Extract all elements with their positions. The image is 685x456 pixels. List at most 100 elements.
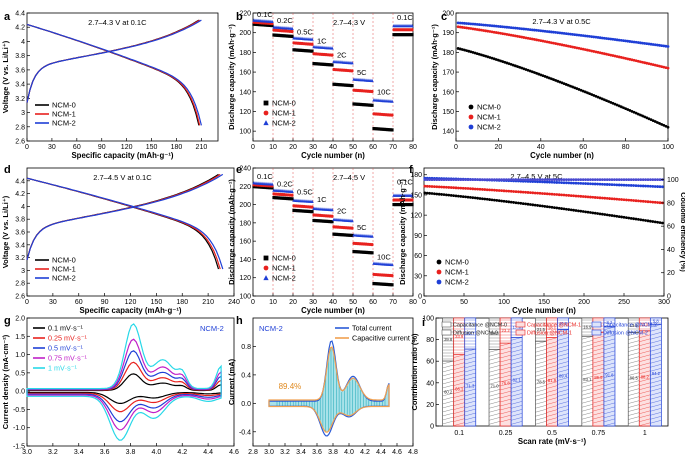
data-point <box>548 180 551 184</box>
data-point <box>593 182 597 186</box>
data-point <box>613 183 616 187</box>
bar-hatch <box>488 401 501 405</box>
data-point <box>288 34 292 38</box>
bar-hatch <box>603 338 616 343</box>
data-point <box>503 32 507 36</box>
bar-hatch <box>603 406 616 411</box>
bar-hatch <box>592 339 604 344</box>
data-point <box>598 182 602 186</box>
y-tick-label: 140 <box>442 129 454 136</box>
bar-hatch <box>535 413 547 417</box>
data-point <box>615 214 619 218</box>
data-point <box>662 65 666 69</box>
bar-hatch <box>581 400 593 404</box>
data-point <box>454 178 458 182</box>
x-tick-label: 3.2 <box>280 449 290 456</box>
data-point <box>656 185 659 188</box>
data-point <box>336 232 340 237</box>
bar-hatch <box>464 416 476 421</box>
data-point <box>579 181 583 185</box>
data-point <box>406 202 410 207</box>
data-point <box>661 185 664 189</box>
data-point <box>572 194 575 198</box>
legend-label: 0.1 mV·s⁻¹ <box>48 324 84 333</box>
data-point <box>507 62 511 66</box>
data-point <box>539 29 543 33</box>
data-point <box>459 178 463 182</box>
data-point <box>520 27 524 31</box>
bar-hatch <box>500 398 512 403</box>
data-point <box>350 218 354 223</box>
bar-hatch <box>535 349 547 353</box>
data-point <box>512 201 515 204</box>
bar-hatch <box>628 368 640 372</box>
data-point <box>590 49 594 53</box>
bar-hatch <box>442 388 454 393</box>
data-point <box>586 182 590 186</box>
data-point <box>486 29 490 33</box>
bar-hatch <box>453 354 465 358</box>
x-tick-label: 60 <box>75 299 83 306</box>
data-point <box>330 220 334 224</box>
data-point <box>514 190 518 194</box>
data-point <box>560 43 564 47</box>
data-point <box>589 178 592 182</box>
data-point <box>664 66 668 70</box>
data-point <box>524 27 528 31</box>
data-point <box>445 178 448 182</box>
data-point <box>310 199 314 204</box>
bar-hatch <box>603 402 616 407</box>
data-point <box>490 188 494 192</box>
y-tick-label: 200 <box>239 30 251 37</box>
bar-hatch <box>592 343 604 348</box>
data-point <box>611 37 615 41</box>
y-tick-label: 3.4 <box>15 82 25 89</box>
x-tick-label: 3.2 <box>48 449 58 456</box>
data-point <box>541 192 544 195</box>
data-point <box>410 202 414 207</box>
bar-hatch <box>488 361 501 365</box>
y-tick-label: 4.4 <box>15 178 25 185</box>
bar-hatch <box>639 390 651 394</box>
data-point <box>469 22 473 26</box>
data-point <box>541 180 544 184</box>
data-point <box>557 206 561 210</box>
data-point <box>557 181 561 184</box>
data-point <box>624 107 627 111</box>
data-point <box>605 52 608 56</box>
bar-hatch <box>557 349 569 353</box>
bar-hatch <box>546 393 558 397</box>
data-point <box>488 198 491 201</box>
bar-hatch <box>511 413 523 417</box>
data-point <box>433 192 436 196</box>
data-point <box>292 208 296 213</box>
data-point <box>552 41 555 45</box>
data-point <box>603 178 607 182</box>
bar-hatch <box>581 396 593 400</box>
data-point <box>502 178 506 182</box>
data-point <box>539 39 543 43</box>
x-tick-label: 3.8 <box>126 449 136 456</box>
bar-hatch <box>628 340 640 344</box>
data-point <box>579 194 583 198</box>
data-point <box>502 189 506 193</box>
data-point <box>410 28 414 32</box>
x-tick-label: 250 <box>618 299 630 306</box>
bar-hatch <box>546 397 558 401</box>
data-point <box>457 194 460 198</box>
data-point <box>651 178 655 182</box>
bar-hatch <box>546 373 558 377</box>
data-point <box>519 201 523 205</box>
data-point <box>619 56 623 59</box>
x-tick-label: 150 <box>538 299 550 306</box>
bar-hatch <box>488 381 501 385</box>
data-point <box>622 39 625 43</box>
panel-letter: a <box>4 11 11 23</box>
data-point <box>290 34 294 38</box>
data-point <box>533 38 536 41</box>
data-point <box>310 205 314 209</box>
data-point <box>553 192 556 196</box>
data-point <box>641 114 644 118</box>
bar-hatch <box>592 391 604 396</box>
